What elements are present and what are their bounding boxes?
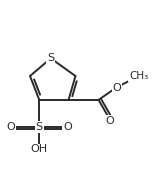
Text: S: S [36, 122, 43, 132]
Text: S: S [47, 53, 54, 63]
Text: OH: OH [31, 144, 48, 154]
Text: O: O [63, 122, 72, 132]
Text: O: O [106, 116, 114, 126]
Text: O: O [113, 83, 121, 93]
Text: O: O [6, 122, 15, 132]
Text: CH₃: CH₃ [129, 71, 148, 81]
